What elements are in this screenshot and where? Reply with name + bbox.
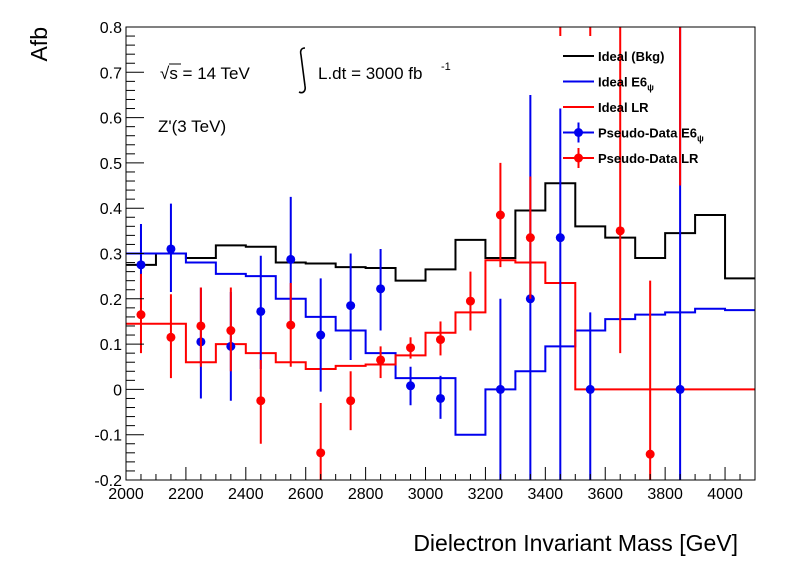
x-tick-label: 2200: [168, 486, 204, 503]
y-tick-label: 0.5: [100, 156, 122, 173]
data-point: [555, 233, 565, 243]
legend-label: Ideal LR: [598, 100, 649, 115]
legend: Ideal (Bkg) Ideal E6ψ Ideal LR Pseudo-Data …: [563, 49, 704, 168]
model-label: Z'(3 TeV): [158, 117, 226, 136]
legend-item-ideal-e6: Ideal E6ψ: [563, 75, 654, 93]
x-tick-label: 2000: [108, 486, 144, 503]
data-point: [166, 244, 176, 254]
legend-marker: [574, 128, 583, 137]
data-point: [346, 301, 356, 311]
histogram-ideal-bkg: [126, 182, 755, 282]
data-point: [226, 326, 236, 336]
legend-label: Pseudo-Data E6ψ: [598, 126, 704, 144]
legend-label-subscript: ψ: [697, 134, 704, 144]
data-point: [136, 260, 146, 270]
data-point: [585, 384, 595, 394]
energy-annotation: √s = 14 TeV: [160, 63, 250, 83]
luminosity-annotation: L.dt = 3000 fb -1: [298, 47, 451, 94]
data-point: [615, 226, 625, 236]
data-point: [406, 381, 416, 391]
data-point: [436, 335, 445, 345]
y-tick-label: 0.1: [100, 337, 122, 354]
data-point: [436, 393, 445, 403]
axes: 2000 2200 2400 2600 2800 3000 3200 3400 3600 3800…: [94, 20, 743, 503]
legend-item-ideal-lr: Ideal LR: [563, 100, 649, 115]
sqrt-s-label: √s = 14 TeV: [160, 64, 250, 83]
x-tick-label: 4000: [707, 486, 743, 503]
series-pseudo-data-lr: [136, 27, 682, 480]
legend-item-ideal-bkg: Ideal (Bkg): [563, 49, 664, 64]
data-point: [256, 306, 266, 316]
legend-label: Ideal E6ψ: [598, 75, 654, 93]
legend-marker: [574, 153, 583, 163]
y-tick-label: -0.2: [94, 473, 122, 490]
data-point: [346, 396, 356, 406]
y-tick-label: 0: [113, 382, 122, 399]
x-tick-label: 2400: [228, 486, 264, 503]
data-point: [256, 396, 266, 406]
data-point: [675, 384, 685, 394]
pseudo-data-layer: [136, 27, 685, 480]
y-tick-label: 0.2: [100, 292, 122, 309]
x-tick-label: 3600: [587, 486, 623, 503]
data-point: [286, 320, 296, 330]
y-tick-label: 0.6: [100, 111, 122, 128]
data-point: [376, 355, 386, 365]
y-axis-title: Afb: [26, 27, 52, 62]
x-tick-label: 2600: [288, 486, 324, 503]
y-tick-label: 0.8: [100, 20, 122, 37]
data-point: [495, 384, 505, 394]
legend-item-pseudo-data-e6: Pseudo-Data E6ψ: [563, 122, 704, 144]
data-point: [465, 296, 475, 306]
x-tick-label: 3400: [528, 486, 564, 503]
data-point: [196, 321, 206, 331]
legend-label-subscript: ψ: [647, 83, 654, 93]
y-tick-label: -0.1: [94, 428, 122, 445]
data-point: [136, 310, 146, 320]
data-point: [406, 343, 416, 353]
data-point: [316, 448, 326, 458]
x-tick-label: 3000: [408, 486, 444, 503]
y-tick-label: 0.7: [100, 65, 122, 82]
data-point: [316, 330, 326, 340]
legend-item-pseudo-data-lr: Pseudo-Data LR: [563, 148, 699, 168]
data-point: [166, 332, 176, 342]
data-point: [286, 254, 296, 264]
legend-label: Pseudo-Data LR: [598, 151, 699, 166]
integral-sign-icon: [298, 47, 306, 94]
x-axis-title: Dielectron Invariant Mass [GeV]: [413, 530, 738, 556]
luminosity-label: L.dt = 3000 fb: [318, 64, 422, 83]
legend-label: Ideal (Bkg): [598, 49, 664, 64]
x-tick-label: 2800: [348, 486, 384, 503]
x-tick-label: 3800: [647, 486, 683, 503]
data-point: [376, 284, 386, 294]
luminosity-exponent: -1: [441, 61, 451, 73]
y-tick-label: 0.3: [100, 247, 122, 264]
data-point: [525, 233, 535, 243]
y-tick-label: 0.4: [100, 201, 122, 218]
data-point: [645, 449, 655, 459]
data-point: [495, 210, 505, 220]
x-tick-label: 3200: [468, 486, 504, 503]
